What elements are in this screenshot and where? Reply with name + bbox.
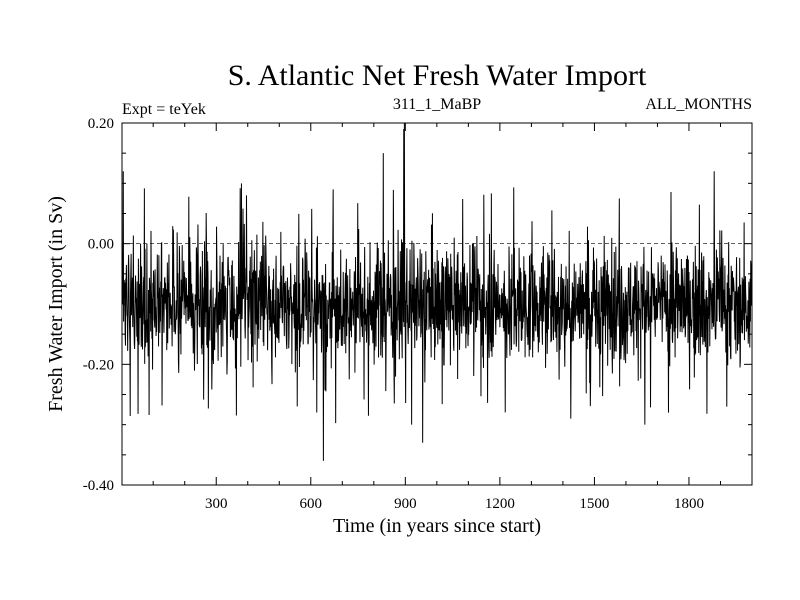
experiment-label: Expt = teYek xyxy=(122,101,206,118)
x-axis-label: Time (in years since start) xyxy=(333,515,541,537)
y-tick-label: -0.40 xyxy=(83,478,114,494)
y-tick-label: 0.20 xyxy=(88,116,114,132)
run-id-label: 311_1_MaBP xyxy=(393,96,481,113)
x-tick-label: 1500 xyxy=(579,496,609,512)
chart-title: S. Atlantic Net Fresh Water Import xyxy=(228,59,647,92)
y-tick-label: 0.00 xyxy=(88,237,114,253)
x-tick-label: 1800 xyxy=(674,496,704,512)
y-axis-ticks: -0.40 -0.20 0.00 0.20 xyxy=(83,116,752,494)
y-tick-label: -0.20 xyxy=(83,357,114,373)
series-line-net-fresh-water-import xyxy=(121,122,753,461)
x-tick-label: 1200 xyxy=(485,496,515,512)
plot-area: 300 600 900 1200 1500 1800 -0.40 -0.20 0.00 0.20 xyxy=(83,116,753,512)
x-axis-ticks: 300 600 900 1200 1500 1800 xyxy=(152,123,721,512)
x-tick-label: 600 xyxy=(300,496,323,512)
y-axis-label: Fresh Water Import (in Sv) xyxy=(45,196,67,412)
x-tick-label: 300 xyxy=(205,496,228,512)
x-tick-label: 900 xyxy=(394,496,417,512)
months-label: ALL_MONTHS xyxy=(645,96,752,113)
